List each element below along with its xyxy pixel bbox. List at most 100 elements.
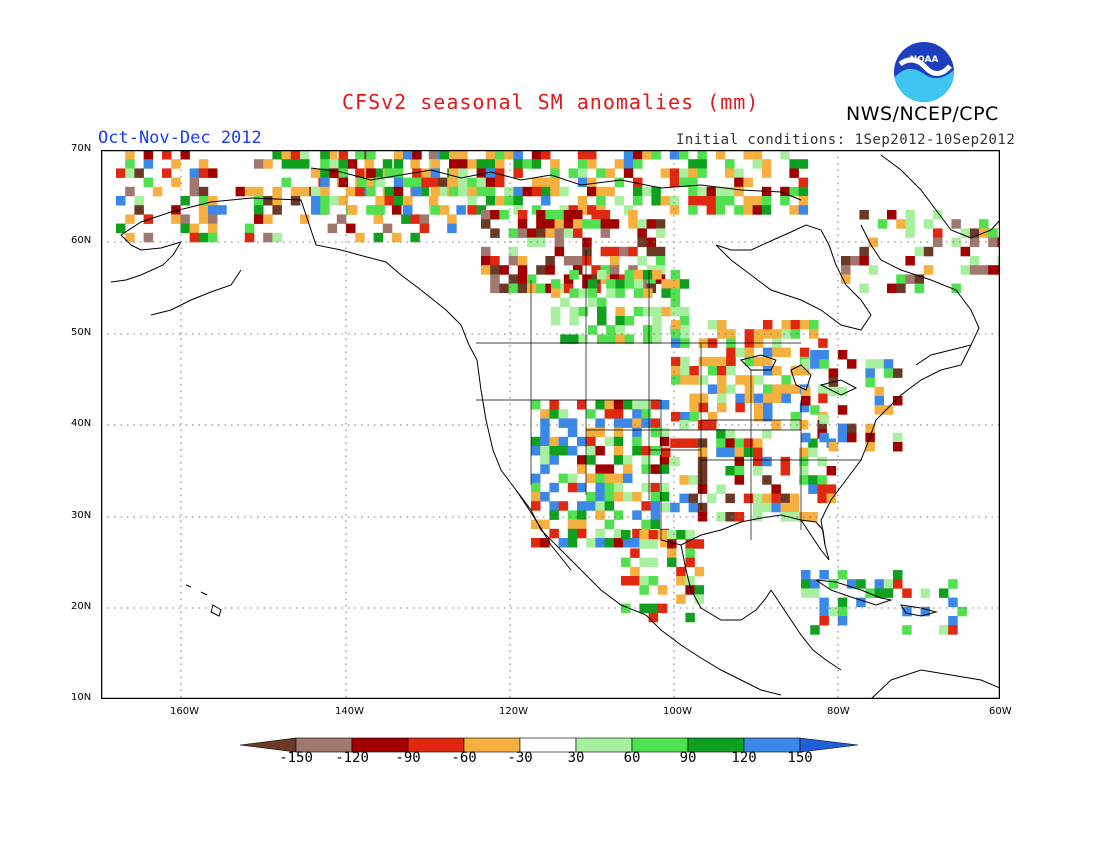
anomaly-cell <box>633 196 643 206</box>
anomaly-cell <box>329 168 339 178</box>
anomaly-cell <box>355 232 365 243</box>
anomaly-cell <box>717 366 727 376</box>
anomaly-cell <box>481 210 491 220</box>
anomaly-cell <box>541 186 551 197</box>
anomaly-cell <box>600 228 611 238</box>
anomaly-cell <box>549 446 559 456</box>
anomaly-cell <box>809 329 819 339</box>
anomaly-cell <box>837 597 848 608</box>
anomaly-cell <box>527 228 537 238</box>
anomaly-cell <box>650 510 661 520</box>
anomaly-cell <box>763 393 773 404</box>
anomaly-cell <box>624 270 635 280</box>
anomaly-cell <box>630 548 640 558</box>
anomaly-cell <box>744 384 755 394</box>
initial-conditions: Initial conditions: 1Sep2012-10Sep2012 <box>676 132 1016 148</box>
anomaly-cell <box>923 265 934 275</box>
anomaly-cell <box>208 168 218 178</box>
anomaly-cell <box>582 256 592 266</box>
anomaly-cell <box>817 493 827 504</box>
anomaly-cell <box>540 455 550 465</box>
anomaly-cell <box>540 409 550 419</box>
anomaly-cell <box>753 375 764 385</box>
anomaly-cell <box>476 186 487 197</box>
lat-label: 70N <box>71 143 92 154</box>
anomaly-cell <box>716 438 726 448</box>
anomaly-cell <box>799 366 810 376</box>
anomaly-cell <box>329 196 339 206</box>
anomaly-cell <box>597 334 607 344</box>
anomaly-cell <box>905 256 915 266</box>
anomaly-cell <box>837 570 848 580</box>
anomaly-cell <box>536 210 546 220</box>
anomaly-cell <box>957 606 967 617</box>
anomaly-cell <box>734 456 745 467</box>
anomaly-cell <box>659 455 670 465</box>
anomaly-cell <box>428 150 439 160</box>
anomaly-cell <box>540 492 550 502</box>
anomaly-cell <box>725 447 735 458</box>
anomaly-cell <box>143 177 154 188</box>
anomaly-cell <box>948 597 958 608</box>
anomaly-cell <box>744 347 755 358</box>
anomaly-cell <box>355 186 365 197</box>
anomaly-cell <box>753 493 763 504</box>
anomaly-cell <box>667 557 677 568</box>
anomaly-cell <box>143 159 154 169</box>
anomaly-cell <box>563 228 574 238</box>
anomaly-cell <box>508 228 519 238</box>
anomaly-cell <box>613 436 624 447</box>
anomaly-cell <box>874 588 885 598</box>
anomaly-cell <box>697 475 708 485</box>
anomaly-cell <box>780 456 791 467</box>
anomaly-cell <box>513 186 523 197</box>
anomaly-cell <box>893 368 903 378</box>
anomaly-cell <box>596 205 606 215</box>
anomaly-cell <box>447 214 457 224</box>
anomaly-cell <box>772 393 782 404</box>
anomaly-cell <box>527 283 537 294</box>
anomaly-cell <box>865 359 875 369</box>
anomaly-cell <box>902 588 912 598</box>
anomaly-cell <box>254 196 264 206</box>
anomaly-cell <box>628 210 638 220</box>
anomaly-cell <box>679 493 689 504</box>
anomaly-cell <box>338 159 349 169</box>
anomaly-cell <box>595 400 605 410</box>
anomaly-cell <box>485 186 496 197</box>
noaa-logo: NOAA <box>894 42 954 102</box>
anomaly-cell <box>573 265 583 275</box>
anomaly-cell <box>614 196 625 206</box>
anomaly-cell <box>799 466 809 476</box>
anomaly-cell <box>428 196 439 206</box>
anomaly-cell <box>744 393 755 404</box>
anomaly-cell <box>582 219 592 229</box>
anomaly-cell <box>272 150 282 160</box>
anomaly-cell <box>725 159 735 169</box>
lon-label: 100W <box>663 706 692 717</box>
anomaly-cell <box>364 159 374 169</box>
anomaly-cell <box>633 186 643 197</box>
anomaly-cell <box>763 347 773 358</box>
anomaly-cell <box>567 446 578 456</box>
anomaly-cell <box>763 329 773 339</box>
anomaly-cell <box>600 265 611 275</box>
anomaly-cell <box>419 186 430 197</box>
anomaly-cell <box>545 256 555 266</box>
anomaly-cell <box>540 427 550 438</box>
anomaly-cell <box>596 168 606 178</box>
anomaly-cell <box>577 196 588 206</box>
anomaly-cell <box>667 548 677 558</box>
anomaly-cell <box>384 168 395 178</box>
anomaly-cell <box>808 475 818 485</box>
anomaly-cell <box>670 288 681 298</box>
anomaly-cell <box>648 530 659 540</box>
anomaly-cell <box>531 492 541 502</box>
anomaly-cell <box>499 210 509 220</box>
anomaly-cell <box>933 228 943 238</box>
anomaly-cell <box>527 237 537 248</box>
anomaly-cell <box>604 501 615 511</box>
anomaly-cell <box>613 409 624 419</box>
anomaly-cell <box>244 232 255 243</box>
anomaly-cell <box>780 466 791 476</box>
